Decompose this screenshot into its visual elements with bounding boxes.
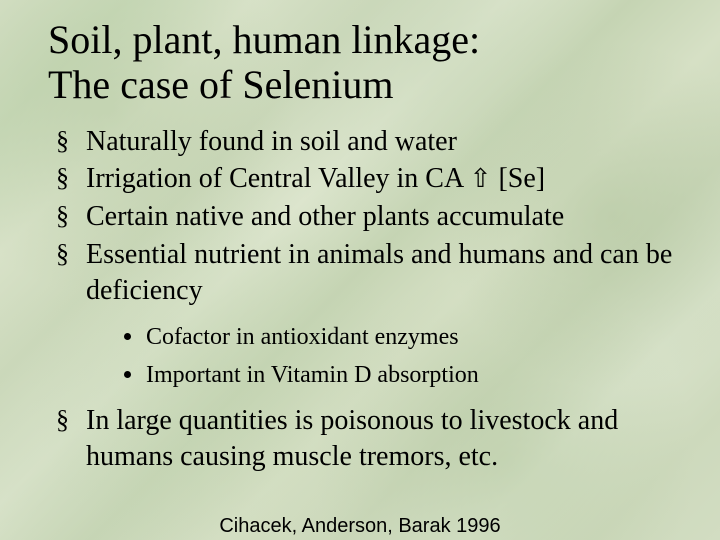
sub-bullet-item: Important in Vitamin D absorption bbox=[122, 357, 680, 393]
title-line-1: Soil, plant, human linkage: bbox=[48, 17, 480, 62]
slide: Soil, plant, human linkage: The case of … bbox=[0, 0, 720, 540]
bullet-item: Essential nutrient in animals and humans… bbox=[56, 237, 680, 393]
bullet-list: Naturally found in soil and water Irriga… bbox=[48, 124, 680, 475]
bullet-item: Certain native and other plants accumula… bbox=[56, 199, 680, 235]
title-line-2: The case of Selenium bbox=[48, 62, 393, 107]
citation: Cihacek, Anderson, Barak 1996 bbox=[0, 515, 720, 538]
sub-bullet-item: Cofactor in antioxidant enzymes bbox=[122, 319, 680, 355]
bullet-text-post: [Se] bbox=[491, 163, 545, 194]
bullet-text: In large quantities is poisonous to live… bbox=[86, 405, 618, 472]
bullet-item: Naturally found in soil and water bbox=[56, 124, 680, 160]
bullet-text: Essential nutrient in animals and humans… bbox=[86, 239, 672, 306]
bullet-item: Irrigation of Central Valley in CA ⇧ [Se… bbox=[56, 161, 680, 197]
bullet-text: Naturally found in soil and water bbox=[86, 126, 457, 157]
up-arrow-icon: ⇧ bbox=[470, 162, 492, 195]
bullet-item: In large quantities is poisonous to live… bbox=[56, 403, 680, 475]
slide-title: Soil, plant, human linkage: The case of … bbox=[48, 18, 680, 108]
bullet-text: Certain native and other plants accumula… bbox=[86, 201, 564, 232]
sub-bullet-text: Cofactor in antioxidant enzymes bbox=[146, 324, 459, 350]
sub-bullet-text: Important in Vitamin D absorption bbox=[146, 362, 479, 388]
bullet-text-pre: Irrigation of Central Valley in CA bbox=[86, 163, 470, 194]
sub-bullet-list: Cofactor in antioxidant enzymes Importan… bbox=[86, 319, 680, 393]
